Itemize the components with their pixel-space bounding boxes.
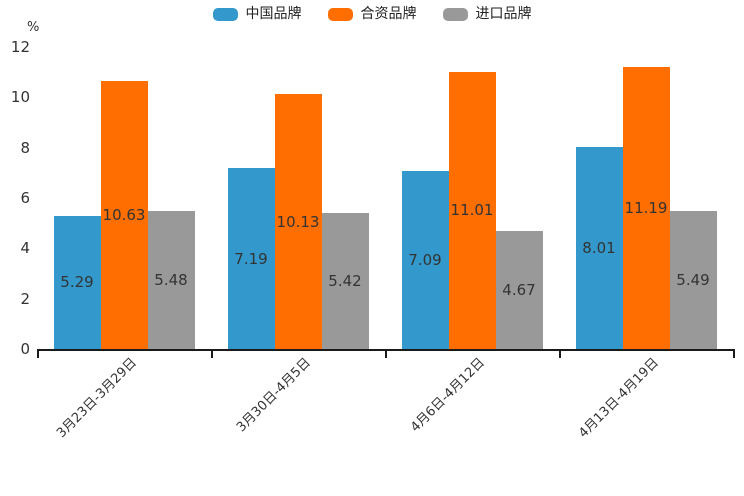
y-axis-tick-label: 10: [10, 88, 30, 107]
x-axis-tick: [559, 349, 561, 358]
x-axis-label: 4月6日-4月12日: [407, 355, 488, 436]
bar-value-label: 11.19: [624, 199, 668, 218]
bar[interactable]: [100, 81, 148, 349]
y-axis-tick-label: 2: [20, 289, 30, 308]
bar[interactable]: [669, 210, 717, 349]
bar-value-label: 5.48: [154, 271, 188, 290]
x-axis-tick: [733, 349, 735, 358]
legend-swatch-icon: [442, 7, 468, 21]
x-axis-tick: [385, 349, 387, 358]
y-axis-tick-label: 8: [20, 138, 30, 157]
x-axis-tick: [211, 349, 213, 358]
x-axis-tick: [37, 349, 39, 358]
x-axis-label: 3月30日-4月5日: [233, 355, 314, 436]
bar-value-label: 5.42: [328, 271, 362, 290]
bar-value-label: 10.63: [102, 206, 146, 225]
bar-value-label: 7.09: [408, 250, 442, 269]
bar-value-label: 11.01: [450, 201, 494, 220]
y-axis-tick-label: 12: [10, 38, 30, 56]
bar[interactable]: [495, 231, 543, 349]
x-axis-label: 4月13日-4月19日: [576, 355, 662, 442]
legend-item-2[interactable]: 进口品牌: [442, 6, 532, 22]
bar[interactable]: [274, 94, 322, 349]
bar[interactable]: [401, 170, 449, 349]
bar-value-label: 4.67: [502, 281, 536, 300]
bar[interactable]: [622, 67, 670, 349]
bar-value-label: 5.29: [60, 273, 94, 292]
legend-item-label: 合资品牌: [360, 6, 417, 22]
bar-value-label: 10.13: [276, 212, 320, 231]
bar-value-label: 7.19: [234, 249, 268, 268]
legend-item-label: 进口品牌: [475, 6, 532, 22]
bar[interactable]: [575, 147, 623, 349]
y-axis-tick-label: 4: [20, 239, 30, 258]
legend-item-0[interactable]: 中国品牌: [212, 6, 302, 22]
x-axis-label: 3月23日-3月29日: [54, 355, 140, 442]
bar[interactable]: [321, 212, 369, 349]
legend-item-1[interactable]: 合资品牌: [327, 6, 417, 22]
bar-value-label: 8.01: [582, 239, 616, 258]
y-axis-tick-label: 0: [20, 340, 30, 358]
y-axis-unit-label: %: [27, 20, 40, 35]
legend-swatch-icon: [327, 7, 353, 21]
bar[interactable]: [53, 215, 101, 349]
bar[interactable]: [227, 168, 275, 349]
y-axis-tick-label: 6: [20, 189, 30, 207]
legend-item-label: 中国品牌: [245, 6, 302, 22]
bar[interactable]: [448, 71, 496, 349]
bar[interactable]: [147, 211, 195, 349]
chart-legend: 中国品牌 合资品牌 进口品牌: [0, 7, 744, 21]
legend-swatch-icon: [212, 7, 238, 21]
bar-value-label: 5.49: [676, 270, 710, 289]
